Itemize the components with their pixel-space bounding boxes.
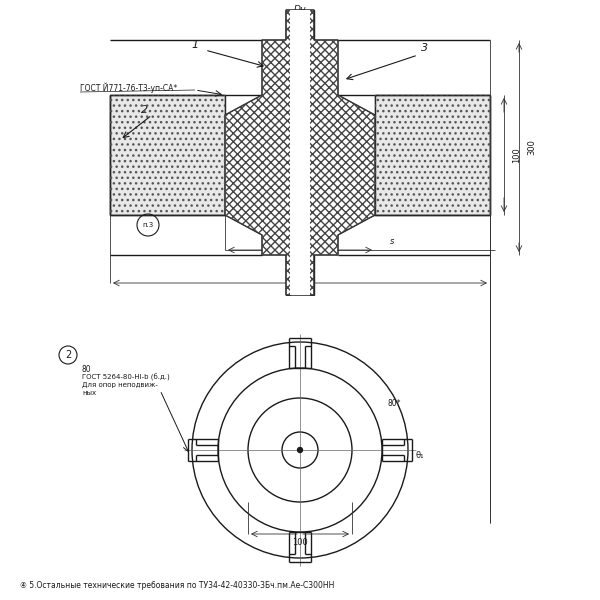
Circle shape [298, 448, 302, 452]
Text: ных: ных [82, 390, 96, 396]
Text: ГОСТ 5264-80-НI-b (б.д.): ГОСТ 5264-80-НI-b (б.д.) [82, 374, 170, 382]
Text: 120: 120 [292, 237, 308, 246]
Text: 80*: 80* [387, 400, 401, 409]
Polygon shape [110, 95, 225, 215]
Text: s: s [390, 237, 394, 246]
Text: 80: 80 [82, 365, 92, 374]
Text: 2: 2 [142, 105, 149, 115]
Polygon shape [225, 10, 375, 295]
Text: 1: 1 [191, 40, 199, 50]
Polygon shape [375, 95, 490, 215]
Text: D: D [297, 255, 303, 264]
Text: B*: B* [295, 270, 305, 279]
Text: θ₁: θ₁ [416, 451, 425, 460]
Text: 2: 2 [65, 350, 71, 360]
Bar [290, 10, 310, 295]
Text: 100: 100 [512, 147, 521, 163]
Text: Dн: Dн [293, 5, 307, 14]
Text: 100: 100 [292, 538, 308, 547]
Text: 3: 3 [421, 43, 428, 53]
Text: Для опор неподвиж-: Для опор неподвиж- [82, 382, 158, 388]
Text: п.3: п.3 [142, 222, 154, 228]
Text: 300: 300 [527, 140, 536, 155]
Text: ④ 5.Остальные технические требования по ТУ34-42-40330-3Бч.пм.Ае-С300НН: ④ 5.Остальные технические требования по … [20, 581, 334, 590]
Text: ГОСТ Й771-76-Т3-уп-СА*: ГОСТ Й771-76-Т3-уп-СА* [80, 83, 177, 93]
